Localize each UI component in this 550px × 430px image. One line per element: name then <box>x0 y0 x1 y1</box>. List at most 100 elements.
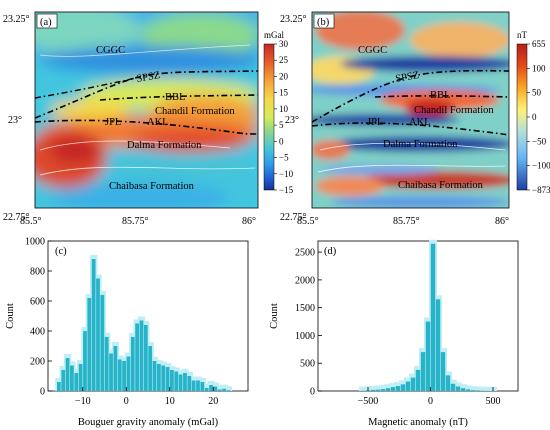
hist-c-bar <box>156 364 161 391</box>
label-dalma: Dalma Formation <box>127 140 202 151</box>
hist-c-bar <box>200 382 205 391</box>
hist-d-bar <box>430 243 436 391</box>
hist-d-bar <box>460 388 466 391</box>
label-jpl: JPL <box>105 117 121 128</box>
hist-d-bar-halo <box>484 386 492 391</box>
hist-d-ytick-label: 1500 <box>295 303 315 314</box>
colorbar-a-tick-label: 5 <box>279 120 284 130</box>
hist-d-bar-halo <box>474 386 482 391</box>
colorbar-b-tick-label: −873 <box>532 185 550 195</box>
map-b-ytick-bottom: 22.75° <box>280 212 307 223</box>
hist-c-bar <box>91 259 96 391</box>
hist-d-bar <box>420 352 426 391</box>
hist-c-xtick-label: −10 <box>75 396 91 407</box>
hist-c-bar <box>126 356 131 391</box>
colorbar-b: nT 655 100 50 0 −50 −100 −873 <box>516 30 550 195</box>
colorbar-b-tick-label: 0 <box>532 112 537 122</box>
hist-d-bar-halo <box>389 383 397 391</box>
hist-d-bar <box>380 389 386 391</box>
label-bbl-b: BBL <box>430 90 450 101</box>
hist-c-xtick-label: 0 <box>124 396 129 407</box>
colorbar-b-tick-label: −50 <box>532 136 547 146</box>
hist-d-bar-halo <box>459 384 467 391</box>
hist-d-bar-halo <box>359 386 367 391</box>
gravity-field <box>35 12 258 208</box>
hist-d-bar <box>440 352 446 391</box>
hist-d-xtick-label: 0 <box>428 396 433 407</box>
hist-c-bar <box>204 388 209 391</box>
map-a-ytick-bottom: 22.75° <box>3 212 30 223</box>
hist-d-bar-halo <box>479 386 487 391</box>
hist-c-bar <box>65 358 70 391</box>
hist-c-bar <box>56 382 61 391</box>
colorbar-a-tick-label: 20 <box>279 71 289 81</box>
hist-d-bar <box>465 389 471 391</box>
hist-d-bar <box>370 389 376 391</box>
map-b-ytick-top: 23.25° <box>280 14 307 25</box>
hist-d-bar-halo <box>384 384 392 391</box>
hist-c-bar-halo <box>216 385 224 391</box>
hist-d-ytick-label: 0 <box>310 387 315 398</box>
hist-c-bar <box>104 337 109 391</box>
map-a-xtick-left: 85.5° <box>20 216 42 227</box>
label-jpl-b: JPL <box>367 117 383 128</box>
hist-d-xlabel: Magnetic anomaly (nT) <box>368 417 468 428</box>
hist-c-ytick-label: 600 <box>30 297 45 308</box>
hist-c-bar <box>161 365 166 391</box>
label-akl: AKL <box>147 117 169 128</box>
hist-c-bar <box>217 389 222 391</box>
hist-c-bar <box>117 359 122 391</box>
colorbar-a-tick-label: 15 <box>279 88 289 98</box>
map-a-ytick-mid: 23° <box>8 115 22 126</box>
hist-c-bar <box>196 380 200 391</box>
hist-c-bar <box>222 388 226 391</box>
hist-c-xlabel: Bouguer gravity anomaly (mGal) <box>78 417 219 428</box>
hist-d-bar-halo <box>374 385 382 391</box>
hist-c-bar <box>209 385 213 391</box>
hist-c-bar <box>74 373 79 391</box>
colorbar-b-tick-label: 655 <box>532 39 546 49</box>
map-b-xtick-mid: 85.75° <box>393 216 420 227</box>
hist-c-bar <box>96 278 100 391</box>
label-dalma-b: Dalma Formation <box>383 139 458 150</box>
colorbar-a: mGal 30 25 20 15 10 5 0 −5 −10 −15 <box>263 30 294 195</box>
panel-b-label: (b) <box>317 17 330 28</box>
label-chandil: Chandil Formation <box>155 106 235 117</box>
panel-a-label: (a) <box>40 17 52 28</box>
hist-c-bar <box>148 346 153 391</box>
hist-c-bar <box>152 361 157 391</box>
hist-c-bar <box>183 373 187 391</box>
hist-c-bar <box>170 370 174 391</box>
label-akl-b: AKL <box>409 117 431 128</box>
label-chaibasa: Chaibasa Formation <box>109 181 195 192</box>
label-chaibasa-b: Chaibasa Formation <box>398 180 484 191</box>
hist-d-bar-halo <box>469 386 477 391</box>
map-b-ytick-mid: 23° <box>285 115 299 126</box>
hist-d-bar <box>425 321 431 391</box>
hist-c-bar <box>100 295 105 391</box>
label-cggc: CGGC <box>96 45 125 56</box>
magnetic-field <box>312 12 509 208</box>
colorbar-a-tick-label: −5 <box>279 153 289 163</box>
hist-c-bar <box>87 298 92 391</box>
hist-c-bar <box>130 337 135 391</box>
hist-c-ytick-label: 1000 <box>25 237 45 248</box>
hist-d-bar <box>395 386 401 391</box>
hist-d-bar <box>470 390 476 391</box>
hist-c-bar <box>174 371 179 391</box>
hist-c-xtick-label: 20 <box>208 396 218 407</box>
hist-c-bar <box>226 390 231 391</box>
map-b-xtick-left: 85.5° <box>297 216 319 227</box>
hist-c-bar <box>191 380 196 391</box>
panel-c-label: (c) <box>55 246 67 257</box>
hist-d-xtick-label: −500 <box>358 396 379 407</box>
colorbar-b-tick-label: 50 <box>532 88 542 98</box>
hist-c-bar <box>61 370 66 391</box>
hist-c-bar-halo <box>220 384 228 391</box>
label-cggc-b: CGGC <box>358 45 387 56</box>
hist-d-bar <box>450 383 456 391</box>
colorbar-a-unit: mGal <box>264 30 284 40</box>
hist-d-ytick-label: 1000 <box>295 331 315 342</box>
hist-d-bar <box>385 388 391 391</box>
